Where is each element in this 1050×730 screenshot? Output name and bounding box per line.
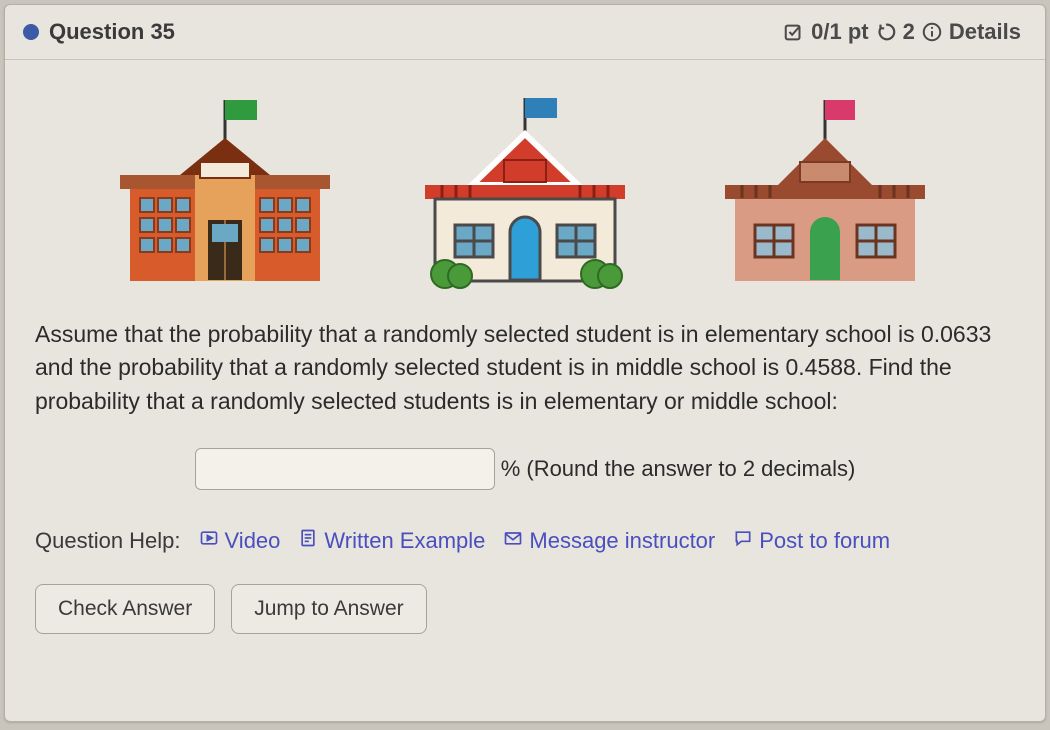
- question-body: Assume that the probability that a rando…: [5, 60, 1045, 654]
- elementary-school-image: [700, 90, 950, 290]
- post-forum-link[interactable]: Post to forum: [733, 528, 890, 554]
- message-text: Message instructor: [529, 528, 715, 554]
- jump-to-answer-button[interactable]: Jump to Answer: [231, 584, 426, 634]
- written-text: Written Example: [324, 528, 485, 554]
- retry-icon: [875, 21, 897, 43]
- mail-icon: [503, 528, 523, 554]
- chat-icon: [733, 528, 753, 554]
- attempts-text: 2: [903, 19, 915, 45]
- button-row: Check Answer Jump to Answer: [35, 584, 1015, 634]
- question-title: Question 35: [49, 19, 175, 45]
- score-text: 0/1 pt: [811, 19, 868, 45]
- message-instructor-link[interactable]: Message instructor: [503, 528, 715, 554]
- info-icon[interactable]: [921, 21, 943, 43]
- written-example-link[interactable]: Written Example: [298, 528, 485, 554]
- header-left: Question 35: [23, 19, 175, 45]
- video-icon: [199, 528, 219, 554]
- help-label: Question Help:: [35, 528, 181, 554]
- header-right: 0/1 pt 2 Details: [783, 19, 1021, 45]
- checkbox-icon: [783, 21, 805, 43]
- status-dot-icon: [23, 24, 39, 40]
- details-link[interactable]: Details: [949, 19, 1021, 45]
- problem-text: Assume that the probability that a rando…: [35, 318, 1015, 418]
- question-header: Question 35 0/1 pt 2: [5, 5, 1045, 60]
- answer-input[interactable]: [195, 448, 495, 490]
- video-text: Video: [225, 528, 281, 554]
- document-icon: [298, 528, 318, 554]
- question-card: Question 35 0/1 pt 2: [4, 4, 1046, 722]
- answer-row: % (Round the answer to 2 decimals): [35, 448, 1015, 490]
- middle-school-image: [400, 90, 650, 290]
- schools-row: [35, 90, 1015, 290]
- help-row: Question Help: Video Written: [35, 528, 1015, 554]
- check-answer-button[interactable]: Check Answer: [35, 584, 215, 634]
- forum-text: Post to forum: [759, 528, 890, 554]
- video-link[interactable]: Video: [199, 528, 281, 554]
- high-school-image: [100, 90, 350, 290]
- answer-suffix: % (Round the answer to 2 decimals): [501, 456, 856, 482]
